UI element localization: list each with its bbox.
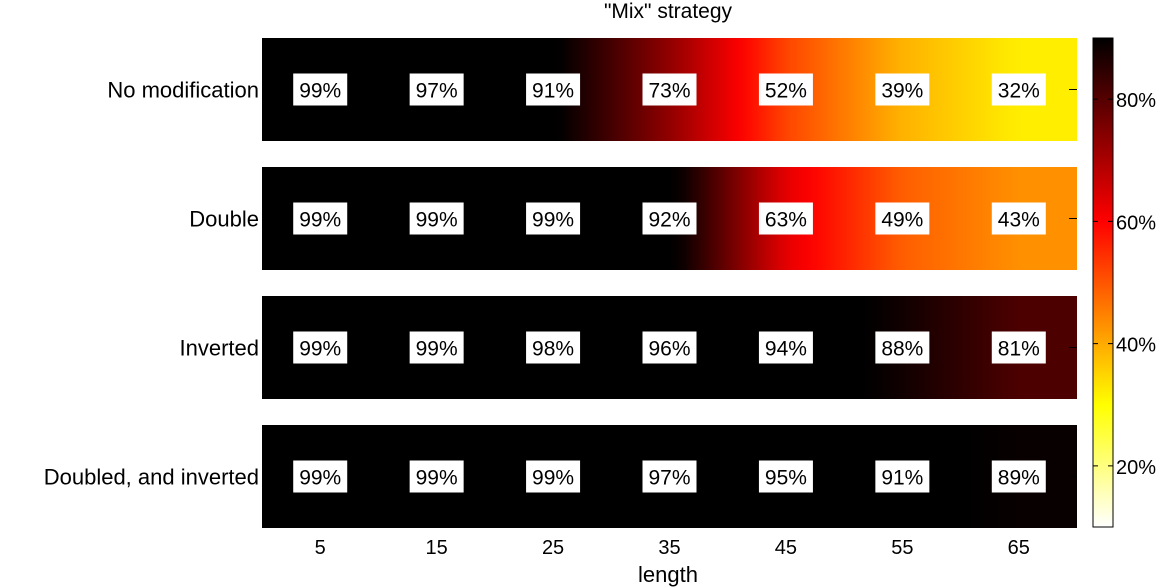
value-label: 99% — [293, 73, 348, 106]
svg-text:99%: 99% — [299, 209, 341, 232]
value-label: 99% — [293, 460, 348, 493]
svg-text:99%: 99% — [416, 467, 458, 490]
colorbar-tick-label: 40% — [1116, 335, 1156, 357]
x-tick-label: 5 — [315, 537, 326, 559]
value-label: 49% — [875, 202, 930, 235]
value-label: 96% — [642, 331, 697, 364]
value-label: 81% — [991, 331, 1046, 364]
colorbar-tick-label: 60% — [1116, 212, 1156, 234]
row-label: Double — [189, 207, 259, 232]
value-label: 32% — [991, 73, 1046, 106]
value-label: 52% — [758, 73, 813, 106]
svg-text:73%: 73% — [648, 80, 690, 103]
value-label: 99% — [293, 331, 348, 364]
svg-text:99%: 99% — [299, 80, 341, 103]
svg-text:94%: 94% — [765, 338, 807, 361]
row-label: Doubled, and inverted — [44, 465, 259, 490]
x-tick-label: 25 — [542, 537, 564, 559]
colorbar-tick-label: 20% — [1116, 457, 1156, 479]
svg-text:89%: 89% — [998, 467, 1040, 490]
svg-text:99%: 99% — [532, 209, 574, 232]
x-tick-label: 15 — [426, 537, 448, 559]
svg-text:91%: 91% — [881, 467, 923, 490]
svg-text:39%: 39% — [881, 80, 923, 103]
svg-text:49%: 49% — [881, 209, 923, 232]
svg-text:98%: 98% — [532, 338, 574, 361]
value-label: 97% — [642, 460, 697, 493]
row-label: No modification — [107, 78, 259, 103]
svg-text:99%: 99% — [416, 209, 458, 232]
colorbar-tick-label: 80% — [1116, 90, 1156, 112]
colorbar: 20% 40% 60% 80% — [1092, 37, 1156, 528]
value-label: 98% — [526, 331, 581, 364]
svg-text:63%: 63% — [765, 209, 807, 232]
value-label: 99% — [409, 331, 464, 364]
value-label: 88% — [875, 331, 930, 364]
value-label: 43% — [991, 202, 1046, 235]
value-label: 99% — [526, 460, 581, 493]
svg-text:99%: 99% — [299, 338, 341, 361]
chart-title: "Mix" strategy — [604, 0, 733, 23]
value-label: 91% — [875, 460, 930, 493]
value-label: 99% — [409, 202, 464, 235]
plot-area — [262, 38, 1077, 528]
svg-text:99%: 99% — [299, 467, 341, 490]
x-tick-label: 65 — [1008, 537, 1030, 559]
value-label: 97% — [409, 73, 464, 106]
svg-text:97%: 97% — [416, 80, 458, 103]
value-label: 89% — [991, 460, 1046, 493]
value-label: 99% — [526, 202, 581, 235]
svg-text:97%: 97% — [648, 467, 690, 490]
value-label: 92% — [642, 202, 697, 235]
svg-text:92%: 92% — [648, 209, 690, 232]
row-labels: No modification Double Inverted Doubled, an… — [44, 78, 259, 490]
value-label: 95% — [758, 460, 813, 493]
svg-text:81%: 81% — [998, 338, 1040, 361]
x-axis-label: length — [638, 562, 698, 587]
svg-text:96%: 96% — [648, 338, 690, 361]
svg-text:99%: 99% — [416, 338, 458, 361]
x-tick-label: 35 — [658, 537, 680, 559]
x-tick-label: 55 — [891, 537, 913, 559]
value-label: 99% — [409, 460, 464, 493]
x-tick-labels: 5 15 25 35 45 55 65 — [315, 537, 1030, 559]
value-labels: 99% 97% 91% 73% 52% 39% 32% 99% 99% 99% 92% 63% 49% 4… — [293, 73, 1046, 493]
svg-text:88%: 88% — [881, 338, 923, 361]
svg-text:95%: 95% — [765, 467, 807, 490]
value-label: 91% — [526, 73, 581, 106]
value-label: 99% — [293, 202, 348, 235]
colorbar-scale — [1092, 37, 1114, 528]
row-label: Inverted — [180, 336, 260, 361]
svg-text:52%: 52% — [765, 80, 807, 103]
svg-text:99%: 99% — [532, 467, 574, 490]
svg-text:43%: 43% — [998, 209, 1040, 232]
svg-text:91%: 91% — [532, 80, 574, 103]
x-tick-label: 45 — [775, 537, 797, 559]
value-label: 73% — [642, 73, 697, 106]
value-label: 39% — [875, 73, 930, 106]
svg-text:32%: 32% — [998, 80, 1040, 103]
value-label: 94% — [758, 331, 813, 364]
value-label: 63% — [758, 202, 813, 235]
